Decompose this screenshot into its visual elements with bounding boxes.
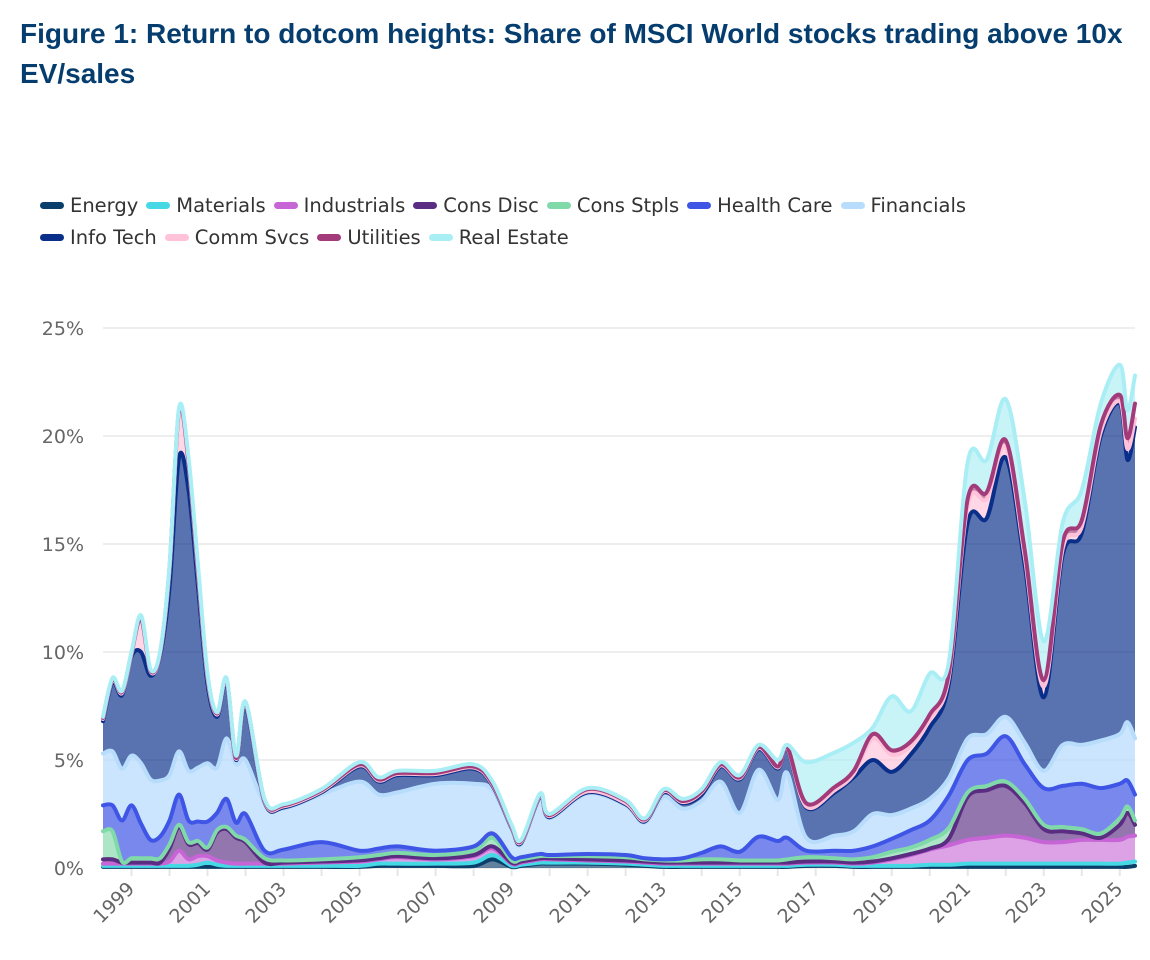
legend-item-health-care[interactable]: Health Care [687, 193, 833, 217]
legend-swatch [546, 201, 571, 209]
x-tick-label: 2011 [545, 878, 595, 928]
x-tick-label: 2023 [1002, 878, 1052, 928]
legend-label: Cons Stpls [576, 193, 680, 217]
legend-swatch [273, 201, 298, 209]
line-materials [101, 853, 1137, 869]
legend-item-info-tech[interactable]: Info Tech [40, 225, 157, 249]
x-tick-label: 2001 [165, 878, 215, 928]
legend-item-industrials[interactable]: Industrials [273, 193, 406, 217]
legend-label: Utilities [347, 225, 421, 249]
legend-swatch [317, 233, 342, 241]
y-tick-label: 0% [54, 858, 84, 880]
y-tick-label: 10% [42, 642, 84, 664]
legend-item-utilities[interactable]: Utilities [317, 225, 421, 249]
y-tick-label: 25% [42, 318, 84, 340]
y-tick-label: 5% [54, 750, 84, 772]
x-tick-label: 2013 [621, 878, 671, 928]
legend-item-real-estate[interactable]: Real Estate [428, 225, 569, 249]
line-real-estate [101, 362, 1137, 844]
x-tick-label: 2025 [1078, 878, 1128, 928]
y-tick-label: 20% [42, 426, 84, 448]
line-health-care [101, 734, 1137, 862]
chart-title: Figure 1: Return to dotcom heights: Shar… [20, 18, 1123, 89]
legend-item-financials[interactable]: Financials [840, 193, 967, 217]
x-tick-label: 2005 [317, 878, 367, 928]
legend-label: Comm Svcs [194, 225, 310, 249]
x-tick-label: 2017 [773, 878, 823, 928]
legend-swatch [40, 233, 64, 241]
legend-item-energy[interactable]: Energy [40, 193, 138, 217]
x-tick-label: 2003 [241, 878, 291, 928]
legend-swatch [40, 201, 64, 209]
legend-label: Materials [176, 193, 266, 217]
legend-label: Health Care [717, 193, 833, 217]
y-tick-label: 15% [42, 534, 84, 556]
x-tick-label: 2009 [469, 878, 519, 928]
line-cons-stpls [101, 779, 1137, 865]
legend-swatch [428, 233, 453, 241]
x-tick-label: 2015 [697, 878, 747, 928]
legend-item-cons-disc[interactable]: Cons Disc [413, 193, 539, 217]
x-tick-label: 2021 [926, 878, 976, 928]
legend-swatch [164, 233, 189, 241]
legend-label: Energy [70, 193, 139, 217]
legend-swatch [687, 201, 712, 209]
x-tick-label: 2007 [393, 878, 443, 928]
legend: Energy Materials Industrials Cons Disc Cons … [40, 193, 1120, 249]
x-tick-label: 2019 [850, 878, 900, 928]
legend-swatch [146, 201, 171, 209]
legend-label: Cons Disc [443, 193, 539, 217]
legend-item-comm-svcs[interactable]: Comm Svcs [164, 225, 310, 249]
legend-item-cons-stpls[interactable]: Cons Stpls [546, 193, 680, 217]
legend-swatch [413, 201, 438, 209]
legend-item-materials[interactable]: Materials [146, 193, 266, 217]
legend-label: Info Tech [70, 225, 157, 249]
x-tick-label: 1999 [89, 878, 139, 928]
legend-label: Real Estate [458, 225, 569, 249]
legend-swatch [840, 201, 865, 209]
legend-label: Financials [870, 193, 967, 217]
area-financials [103, 716, 1135, 860]
legend-label: Industrials [303, 193, 406, 217]
